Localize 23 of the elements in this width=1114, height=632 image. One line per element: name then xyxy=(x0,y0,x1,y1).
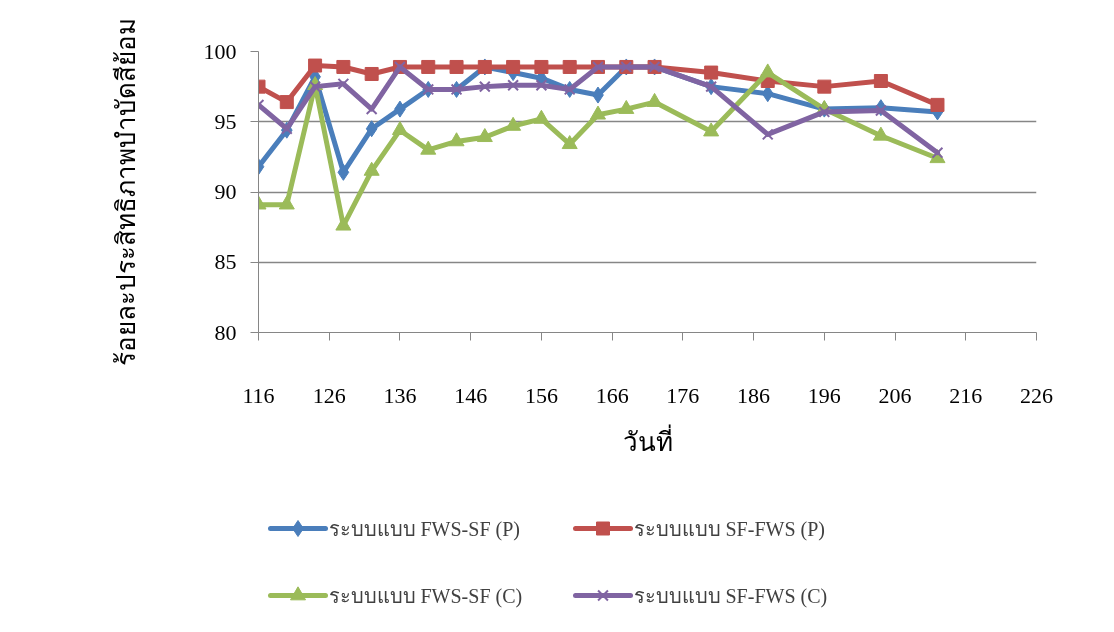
x-tick-label: 116 xyxy=(242,382,275,408)
legend-label: ระบบแบบ FWS-SF (P) xyxy=(328,517,520,541)
x-tick-label: 176 xyxy=(666,382,700,408)
x-tick-label: 216 xyxy=(949,382,983,408)
x-tick-label: 146 xyxy=(454,382,488,408)
x-tick-label: 186 xyxy=(737,382,771,408)
x-tick-label: 136 xyxy=(383,382,417,408)
y-axis-title: ร้อยละประสิทธิภาพบำบัดสีย้อม xyxy=(111,18,141,366)
y-tick-label: 95 xyxy=(214,108,237,134)
x-tick-label: 206 xyxy=(878,382,912,408)
legend-label: ระบบแบบ SF-FWS (P) xyxy=(633,517,825,541)
y-tick-label: 85 xyxy=(214,249,237,275)
legend-label: ระบบแบบ FWS-SF (C) xyxy=(328,584,523,608)
x-tick-label: 126 xyxy=(312,382,346,408)
x-tick-label: 166 xyxy=(595,382,629,408)
x-axis-title: วันที่ xyxy=(622,423,673,457)
y-tick-label: 80 xyxy=(214,319,237,345)
x-tick-label: 226 xyxy=(1020,382,1053,408)
x-tick-label: 156 xyxy=(524,382,558,408)
x-tick-label: 196 xyxy=(807,382,841,408)
y-tick-label: 100 xyxy=(203,38,237,64)
legend-label: ระบบแบบ SF-FWS (C) xyxy=(633,584,828,608)
y-tick-label: 90 xyxy=(214,179,237,204)
